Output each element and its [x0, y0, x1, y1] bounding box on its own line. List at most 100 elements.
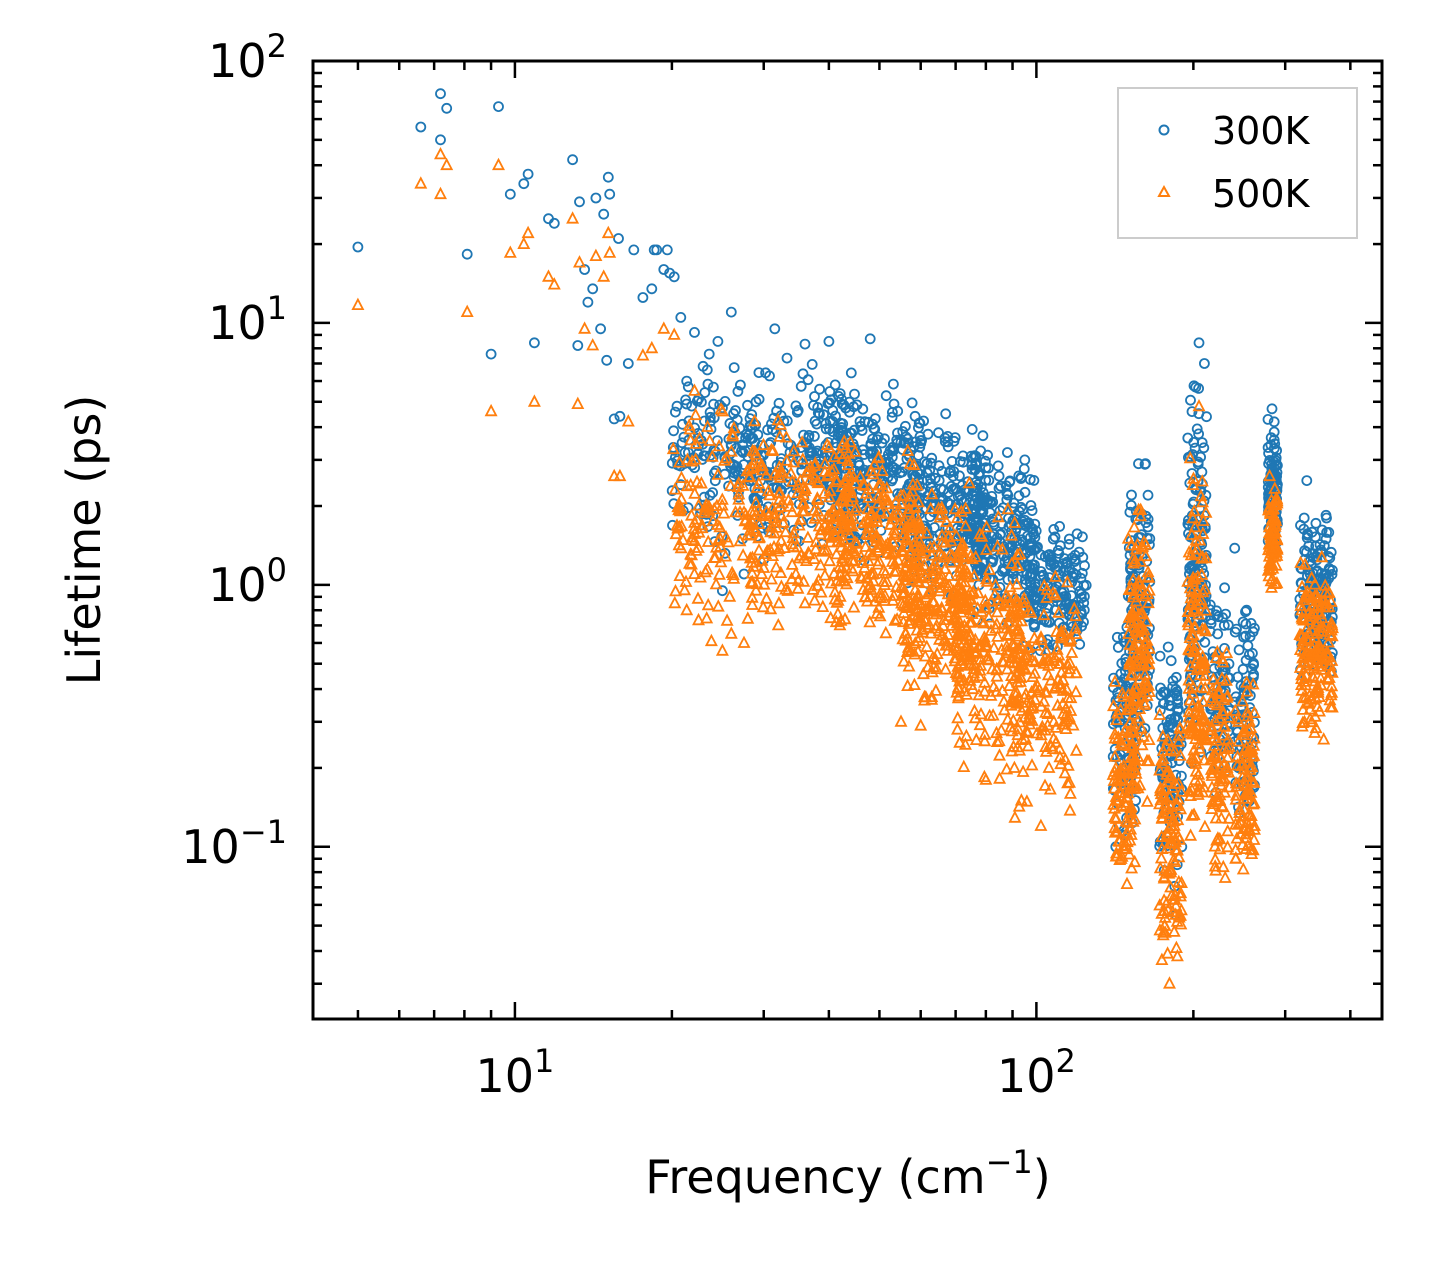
point-500K-1220: [1048, 650, 1062, 663]
point-500K-943: [977, 769, 991, 783]
point-500K-1667: [1161, 732, 1175, 746]
point-500K-1193: [1067, 601, 1081, 614]
point-300K-1283: [1044, 549, 1055, 560]
point-300K-1755: [1185, 394, 1196, 406]
point-500K-1097: [995, 654, 1009, 667]
point-500K-984: [981, 649, 995, 662]
point-300K-1100: [1001, 487, 1013, 499]
point-500K-952: [972, 687, 986, 701]
point-500K-775: [914, 563, 928, 576]
point-300K-8: [504, 188, 516, 200]
point-500K-569: [841, 546, 855, 559]
point-500K-1279: [1011, 613, 1024, 627]
point-500K-368: [763, 487, 777, 501]
point-500K-1523: [1141, 564, 1155, 578]
point-500K-1141: [1009, 693, 1023, 707]
point-500K-1519: [1130, 683, 1144, 696]
point-300K-617: [900, 420, 911, 432]
point-500K-1636: [1159, 739, 1173, 752]
point-300K-367: [760, 367, 771, 379]
legend: 300K 500K: [1117, 87, 1358, 239]
point-500K-46: [1263, 468, 1277, 482]
point-300K-829: [925, 457, 937, 469]
point-500K-802: [918, 649, 932, 662]
point-500K-2222: [1300, 644, 1314, 657]
point-500K-1388: [1108, 674, 1122, 687]
point-500K-1244: [1026, 669, 1040, 682]
point-500K-891: [901, 600, 915, 613]
point-500K-1973: [1230, 711, 1244, 725]
point-500K-890: [895, 543, 908, 556]
point-500K-1376: [1115, 771, 1129, 785]
point-500K-466: [875, 463, 889, 477]
point-500K-1263: [1043, 782, 1057, 795]
point-300K-260: [845, 367, 857, 379]
point-500K-1915: [1215, 774, 1229, 787]
point-300K-1626: [1172, 694, 1183, 705]
point-500K-530: [871, 557, 885, 570]
point-500K-183: [712, 567, 726, 580]
point-500K-1551: [1127, 520, 1141, 533]
point-300K-1219: [1071, 528, 1083, 540]
point-300K-1849: [1218, 620, 1230, 631]
point-500K-1673: [1168, 854, 1182, 867]
point-500K-968: [978, 684, 992, 697]
point-300K-790: [977, 430, 989, 442]
point-300K-864: [918, 415, 929, 427]
point-300K-598: [857, 444, 869, 456]
point-500K-612: [867, 457, 881, 470]
point-500K-1997: [1234, 826, 1248, 840]
point-500K-391: [803, 472, 817, 486]
point-500K-1066: [968, 703, 981, 717]
point-300K-1792: [1193, 382, 1204, 394]
point-500K-887: [911, 615, 925, 628]
point-300K-802: [942, 430, 954, 442]
point-500K-1091: [965, 551, 979, 565]
point-500K-1645: [1174, 801, 1188, 815]
y-tick-label-base: 10: [181, 820, 240, 874]
point-500K-1403: [1128, 854, 1142, 868]
point-500K-1473: [1123, 715, 1137, 728]
point-500K-299: [779, 582, 793, 595]
point-500K-453: [912, 494, 925, 508]
point-500K-1112: [1000, 762, 1014, 775]
point-500K-732: [918, 575, 932, 589]
point-500K-567: [892, 507, 906, 520]
point-300K-411: [809, 430, 820, 442]
point-300K-1301: [1077, 551, 1089, 563]
point-300K-196: [708, 398, 719, 410]
point-300K-909: [914, 441, 926, 453]
point-500K-264: [745, 566, 759, 579]
point-300K-1115: [982, 496, 993, 508]
point-500K-277: [779, 430, 793, 443]
point-500K-781: [896, 614, 910, 628]
point-500K-196: [711, 599, 725, 612]
point-500K-359: [823, 553, 837, 567]
point-300K-293: [790, 400, 802, 412]
point-500K-1465: [1130, 631, 1144, 644]
point-500K-407: [746, 456, 760, 469]
point-500K-39: [914, 718, 928, 731]
point-500K-1909: [1204, 762, 1218, 775]
point-300K-628: [824, 415, 836, 427]
point-500K-333: [749, 447, 763, 460]
point-500K-1675: [1163, 835, 1177, 848]
point-500K-1202: [1063, 786, 1077, 799]
point-500K-2003: [1245, 813, 1258, 826]
point-500K-2216: [1307, 645, 1321, 658]
point-500K-568: [885, 554, 899, 567]
point-500K-2063: [1265, 580, 1278, 593]
point-500K-2189: [1308, 577, 1322, 590]
point-500K-20: [597, 269, 611, 282]
point-300K-306: [762, 424, 773, 436]
point-300K-408: [753, 393, 765, 405]
point-500K-1261: [1019, 650, 1033, 663]
point-500K-605: [830, 573, 844, 587]
point-300K-623: [869, 413, 881, 425]
point-500K-563: [873, 536, 887, 550]
point-500K-1124: [967, 638, 981, 651]
point-500K-1315: [1022, 712, 1036, 725]
point-500K-1303: [1022, 639, 1036, 653]
point-500K-170: [711, 467, 725, 480]
point-500K-1136: [954, 542, 968, 555]
